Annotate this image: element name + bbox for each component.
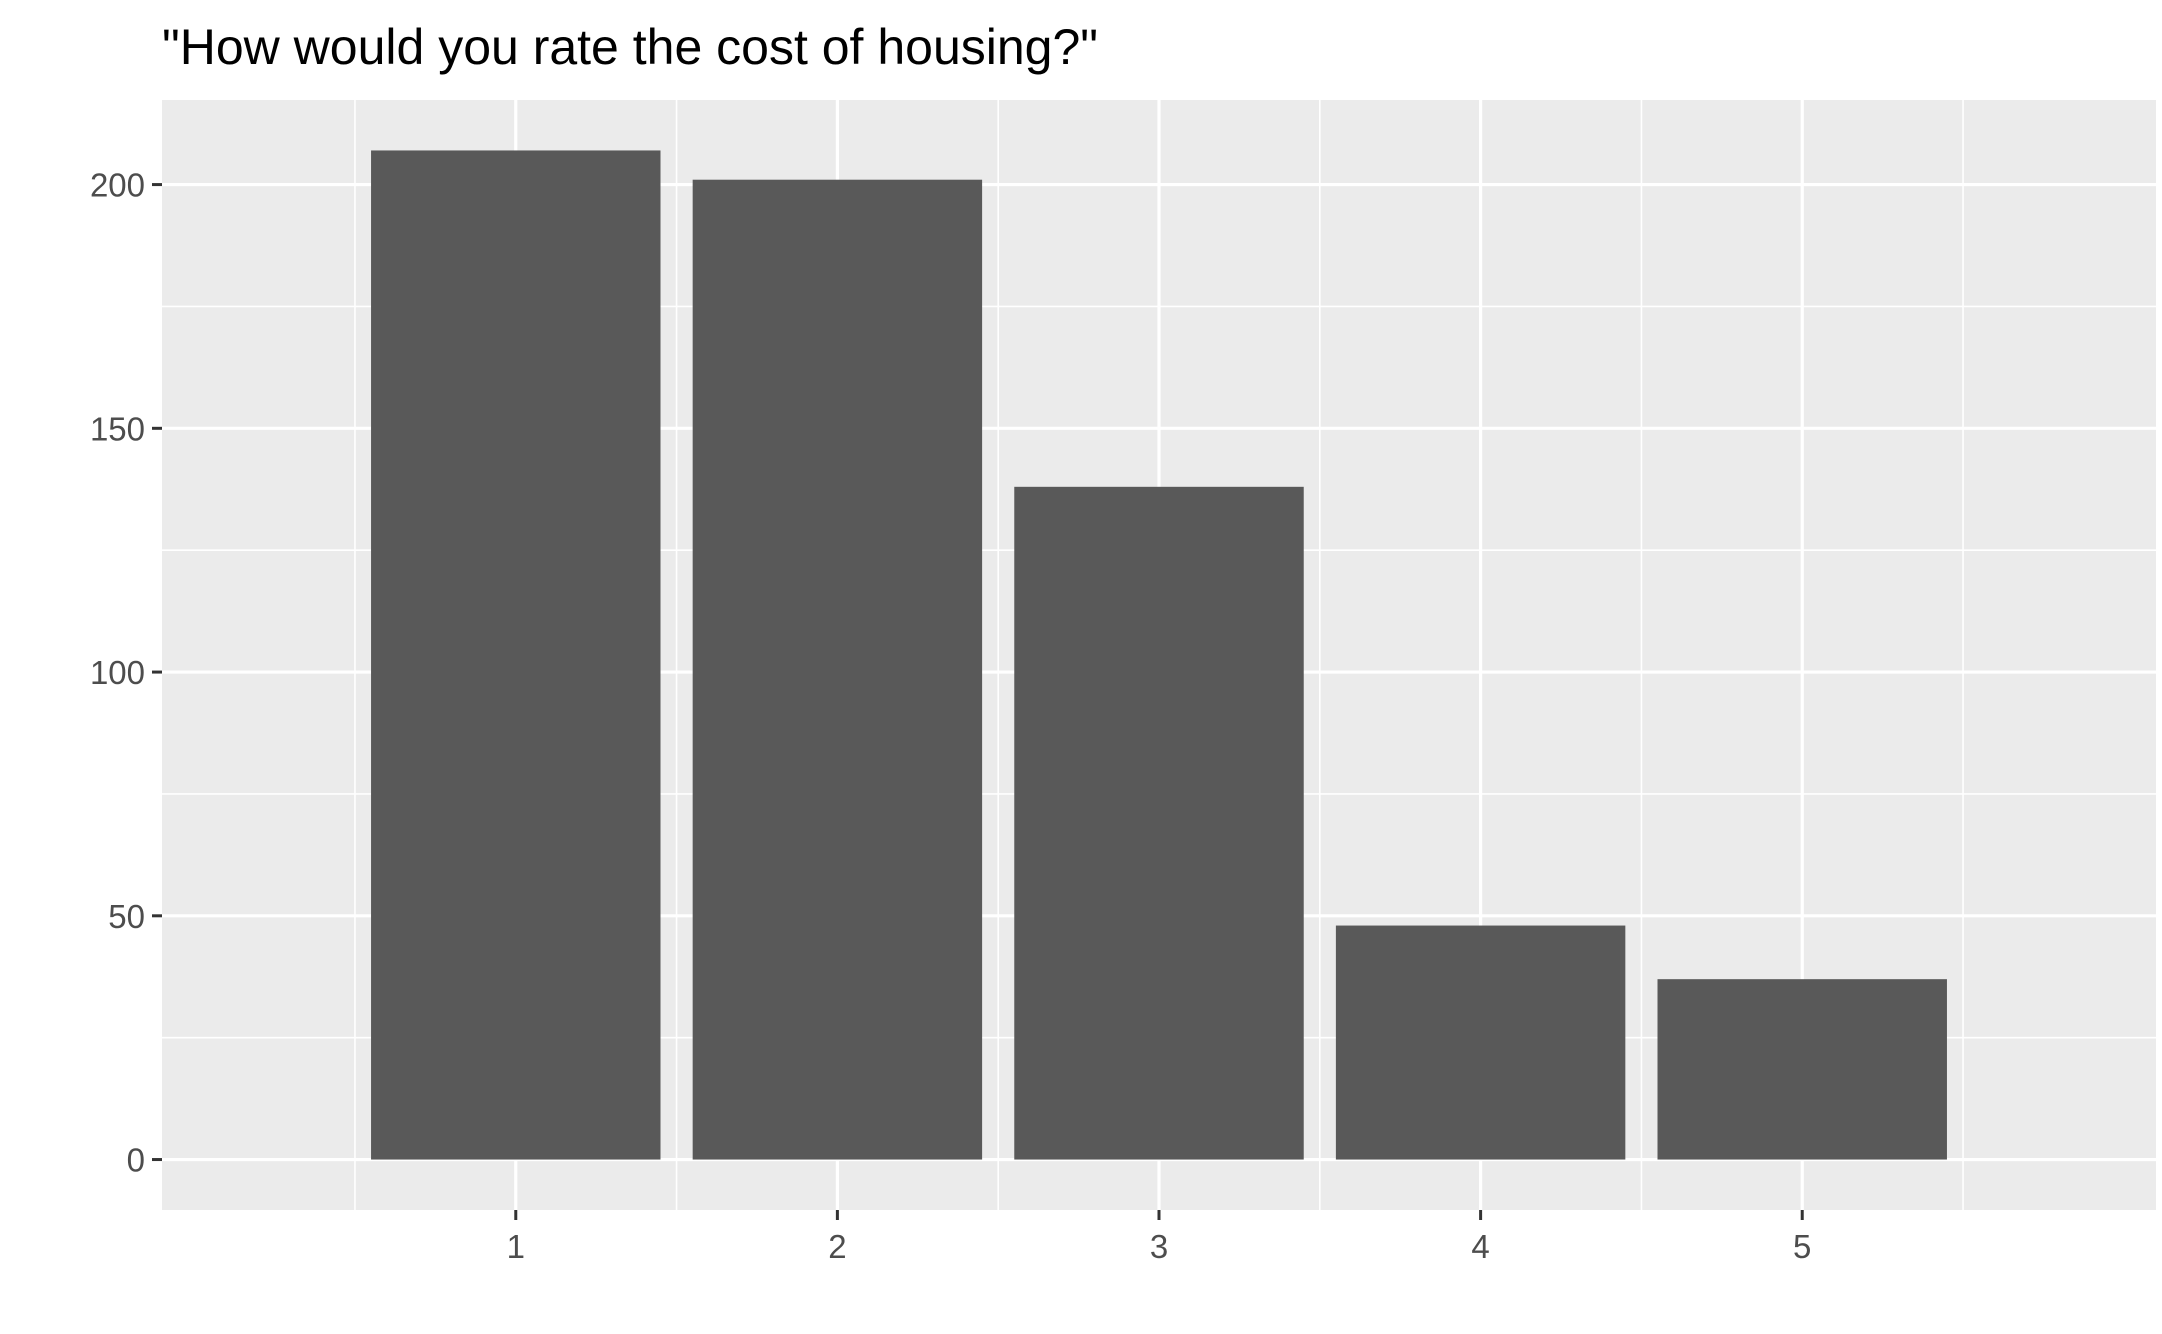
y-tick-label: 50 xyxy=(108,898,145,935)
x-tick-label: 5 xyxy=(1793,1228,1811,1265)
y-tick-label: 150 xyxy=(90,410,145,447)
x-tick-label: 1 xyxy=(507,1228,525,1265)
chart-title: "How would you rate the cost of housing?… xyxy=(162,19,1098,75)
y-tick-label: 200 xyxy=(90,167,145,204)
bar-1 xyxy=(371,150,661,1160)
y-tick-label: 0 xyxy=(127,1142,145,1179)
bar-4 xyxy=(1335,925,1626,1160)
y-tick-label: 100 xyxy=(90,654,145,691)
x-tick-label: 4 xyxy=(1471,1228,1489,1265)
bar-5 xyxy=(1657,979,1947,1160)
x-axis: 1 2 3 4 5 xyxy=(507,1210,1811,1265)
bar-3 xyxy=(1014,486,1304,1160)
y-axis: 0 50 100 150 200 xyxy=(90,167,162,1179)
x-tick-label: 2 xyxy=(828,1228,846,1265)
bars xyxy=(371,150,1947,1160)
bar-2 xyxy=(692,179,983,1160)
x-tick-label: 3 xyxy=(1150,1228,1168,1265)
